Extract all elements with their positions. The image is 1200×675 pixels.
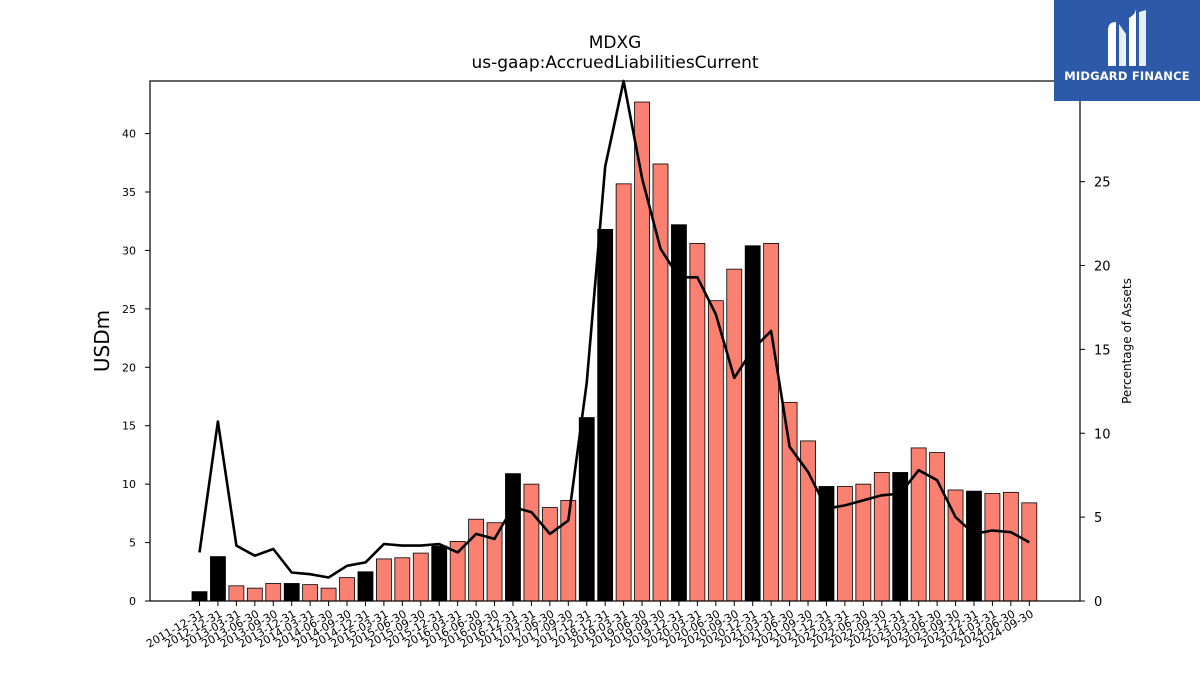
chart-title: MDXG: [589, 33, 642, 53]
y2-tick-label: 10: [1094, 427, 1111, 442]
bar-2019-12-31: [671, 224, 687, 602]
y2-tick-label: 20: [1094, 260, 1111, 275]
bar-2015-03-31: [375, 558, 392, 602]
bar-2020-03-31: [689, 243, 706, 602]
y-tick-label: 5: [129, 537, 136, 550]
bar-2020-09-30: [726, 268, 743, 602]
y-tick-label: 20: [122, 361, 136, 374]
y2-tick-label: 0: [1094, 595, 1102, 610]
bar-2021-12-31: [818, 486, 835, 602]
bar-2015-12-31: [431, 545, 448, 602]
percentage-line: [198, 79, 1030, 579]
bar-2021-06-30: [781, 401, 798, 602]
bar-2014-12-31: [357, 571, 374, 602]
right-axis: 0 5 10 15 20 25: [1080, 176, 1111, 610]
bar-2024-06-30: [1002, 491, 1019, 602]
bar-2015-06-30: [394, 557, 411, 602]
left-axis: 0 5 10 15 20 25 30 35 40: [122, 128, 150, 608]
logo: MIDGARD FINANCE: [1054, 0, 1200, 101]
y-tick-label: 0: [129, 595, 136, 608]
y-axis-label: USDm: [90, 310, 114, 372]
bar-2018-12-31: [597, 229, 614, 602]
midgard-logo-icon: [1108, 8, 1146, 66]
bar-2012-12-31: [210, 556, 226, 602]
bar-2022-09-30: [873, 472, 890, 602]
bar-2017-12-31: [578, 417, 595, 602]
bar-2020-12-31: [744, 245, 761, 602]
bar-2016-12-31: [505, 473, 521, 602]
bar-2017-03-31: [523, 483, 540, 602]
y2-axis-label: Percentage of Assets: [1120, 278, 1134, 404]
plot-frame: [149, 80, 1081, 602]
bar-2013-12-31: [283, 583, 300, 602]
chart-subtitle: us-gaap:AccruedLiabilitiesCurrent: [471, 53, 758, 73]
bar-2015-09-30: [412, 552, 429, 602]
y2-tick-label: 5: [1094, 511, 1102, 526]
bar-2013-06-30: [246, 587, 263, 602]
bar-2014-03-31: [302, 584, 319, 602]
x-axis: 2011-12-312012-12-312013-03-312013-06-30…: [144, 601, 1036, 651]
logo-text: MIDGARD FINANCE: [1064, 69, 1190, 83]
bar-2011-12-31: [191, 591, 208, 602]
bar-2021-03-31: [763, 243, 780, 602]
y2-tick-label: 15: [1094, 343, 1111, 358]
bar-2024-09-30: [1021, 502, 1038, 602]
bar-2017-06-30: [541, 507, 558, 602]
bar-2024-03-31: [984, 493, 1001, 602]
bar-2014-06-30: [320, 587, 337, 602]
y-tick-label: 15: [122, 420, 136, 433]
bar-2013-03-31: [228, 585, 245, 602]
bar-2016-06-30: [468, 518, 485, 602]
bar-2014-09-30: [339, 577, 355, 602]
bar-2023-12-31: [966, 490, 982, 602]
bar-2016-09-30: [486, 522, 503, 602]
bar-2023-06-30: [929, 452, 945, 602]
y-tick-label: 35: [122, 186, 136, 199]
y-tick-label: 30: [122, 244, 136, 257]
bar-2020-06-30: [707, 300, 724, 602]
bars-layer: [191, 101, 1038, 602]
y2-tick-label: 25: [1094, 176, 1111, 191]
y-tick-label: 25: [122, 303, 136, 316]
y-tick-label: 10: [122, 478, 136, 491]
bar-2019-03-31: [615, 183, 632, 602]
bar-2013-09-30: [265, 583, 282, 602]
y-tick-label: 40: [122, 128, 136, 141]
